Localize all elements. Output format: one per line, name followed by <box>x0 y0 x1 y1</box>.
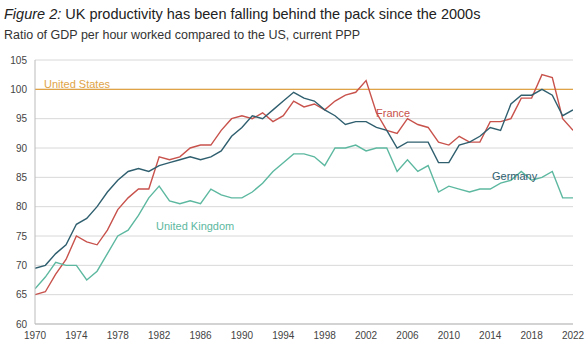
svg-text:80: 80 <box>16 201 28 212</box>
svg-text:1994: 1994 <box>272 330 295 341</box>
svg-text:1978: 1978 <box>107 330 130 341</box>
svg-text:100: 100 <box>10 84 27 95</box>
svg-text:75: 75 <box>16 231 28 242</box>
svg-text:2014: 2014 <box>479 330 502 341</box>
svg-text:1974: 1974 <box>65 330 88 341</box>
svg-text:2002: 2002 <box>355 330 378 341</box>
svg-text:60: 60 <box>16 319 28 330</box>
html-text:United States: United States <box>44 78 110 90</box>
svg-text:2010: 2010 <box>438 330 461 341</box>
svg-text:1990: 1990 <box>231 330 254 341</box>
svg-text:2018: 2018 <box>520 330 543 341</box>
svg-text:1986: 1986 <box>189 330 212 341</box>
svg-text:2006: 2006 <box>396 330 419 341</box>
svg-text:105: 105 <box>10 55 27 66</box>
svg-text:85: 85 <box>16 172 28 183</box>
svg-text:2022: 2022 <box>562 330 579 341</box>
svg-text:1982: 1982 <box>148 330 171 341</box>
html-text:France: France <box>376 107 411 119</box>
html-text:United Kingdom: United Kingdom <box>156 220 235 232</box>
svg-text:70: 70 <box>16 260 28 271</box>
html-text:Ratio of GDP per hour worked c: Ratio of GDP per hour worked compared to… <box>4 28 361 42</box>
svg-text:1998: 1998 <box>314 330 337 341</box>
svg-text:65: 65 <box>16 289 28 300</box>
svg-text:1970: 1970 <box>24 330 47 341</box>
html-text:Germany: Germany <box>492 170 538 182</box>
svg-text:95: 95 <box>16 113 28 124</box>
svg-text:90: 90 <box>16 143 28 154</box>
html-text:Figure 2: UK productivity has: Figure 2: UK productivity has been falli… <box>4 6 481 22</box>
